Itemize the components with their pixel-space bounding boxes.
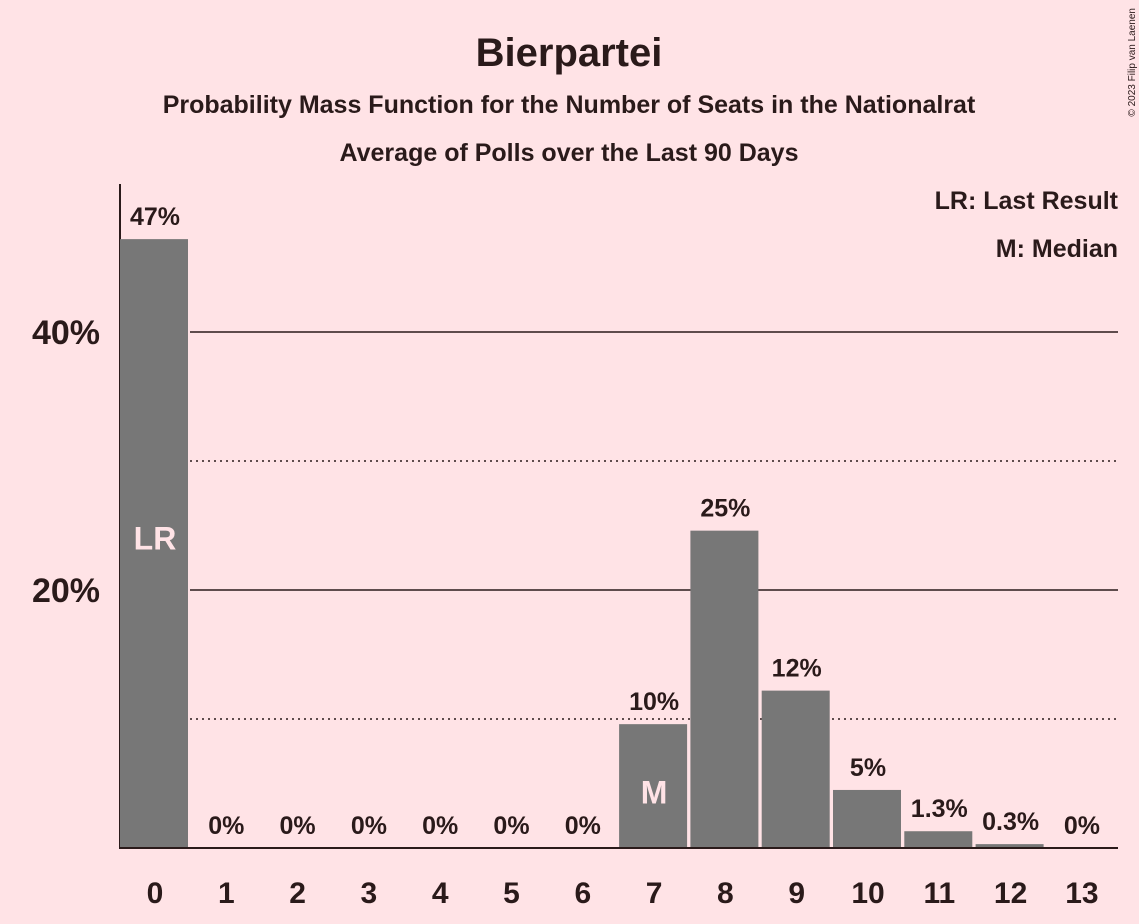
x-tick-label: 3 — [361, 877, 378, 910]
bar — [619, 724, 688, 848]
x-tick-label: 1 — [218, 877, 235, 910]
x-axis: 0 1 2 3 4 5 6 7 8 9 10 11 12 13 — [120, 847, 1118, 910]
x-tick-label: 9 — [788, 877, 805, 910]
data-label: 0% — [208, 812, 244, 840]
data-label: 12% — [772, 655, 822, 683]
gridlines — [190, 331, 1118, 720]
bar-marker: LR — [134, 521, 177, 557]
legend-median: M: Median — [996, 235, 1118, 263]
x-tick-label: 0 — [147, 877, 164, 910]
copyright-notice: © 2023 Filip van Laenen — [1127, 8, 1138, 117]
data-label: 25% — [700, 495, 750, 523]
data-label: 0.3% — [982, 808, 1039, 836]
data-label: 0% — [493, 812, 529, 840]
chart-title: Bierpartei — [476, 31, 663, 75]
x-tick-label: 12 — [994, 877, 1027, 910]
x-tick-label: 6 — [574, 877, 591, 910]
chart-subtitle-2: Average of Polls over the Last 90 Days — [340, 139, 799, 167]
bar — [833, 789, 901, 848]
y-tick-label: 20% — [32, 572, 100, 610]
legend-last-result: LR: Last Result — [935, 187, 1119, 215]
bars: 47% LR 0% 0% 0% 0% 0% 0% 10% M 25% 12% 5% 1.3% 0.3% 0% — [120, 203, 1100, 848]
data-label: 0% — [422, 812, 458, 840]
data-label: 0% — [565, 812, 601, 840]
x-tick-label: 4 — [432, 877, 449, 910]
data-label: 1.3% — [911, 795, 968, 823]
data-label: 0% — [351, 812, 387, 840]
x-tick-label: 8 — [717, 877, 734, 910]
chart-subtitle: Probability Mass Function for the Number… — [163, 91, 976, 119]
data-label: 47% — [130, 203, 180, 231]
bar — [904, 831, 973, 848]
data-label: 5% — [850, 754, 886, 782]
bar — [761, 690, 830, 848]
bar — [120, 239, 188, 848]
x-tick-label: 13 — [1065, 877, 1098, 910]
x-tick-label: 11 — [923, 877, 955, 910]
x-tick-label: 5 — [503, 877, 520, 910]
bar — [690, 530, 759, 848]
x-tick-label: 10 — [851, 877, 884, 910]
data-label: 0% — [1064, 812, 1100, 840]
bar — [975, 844, 1044, 848]
data-label: 10% — [629, 688, 679, 716]
bar-marker: M — [641, 774, 668, 810]
x-tick-label: 2 — [289, 877, 306, 910]
y-axis: 40% 20% — [32, 184, 121, 849]
x-tick-label: 7 — [646, 877, 663, 910]
y-tick-label: 40% — [32, 314, 100, 352]
data-label: 0% — [280, 812, 316, 840]
